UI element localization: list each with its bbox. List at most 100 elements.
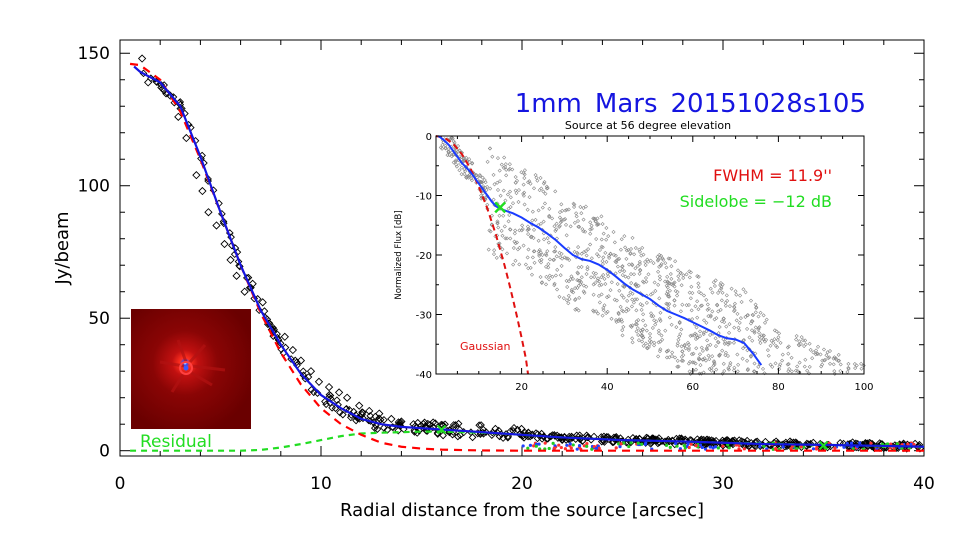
noise-point <box>708 445 712 449</box>
inset-data-point <box>657 274 662 279</box>
inset-data-point <box>837 358 842 363</box>
inset-data-point <box>588 227 593 232</box>
inset-data-point <box>624 309 629 314</box>
inset-data-point <box>696 274 701 279</box>
inset-data-point <box>596 254 601 259</box>
inset-data-point <box>521 182 526 187</box>
inset-y-tick-label: -10 <box>416 192 432 203</box>
inset-data-point <box>700 348 705 353</box>
fwhm-label: FWHM = 11.9'' <box>713 166 832 185</box>
inset-data-point <box>579 211 584 216</box>
inset-data-point <box>580 227 585 232</box>
main-tick-labels: 0 10 20 30 40 0 50 100 150 <box>78 44 935 494</box>
inset-data-point <box>525 228 530 233</box>
inset-data-point <box>722 320 727 325</box>
inset-data-point <box>532 249 537 254</box>
inset-data-point <box>797 339 802 344</box>
inset-data-point <box>675 364 680 369</box>
inset-data-point <box>555 267 560 272</box>
inset-data-point <box>721 361 726 366</box>
inset-data-point <box>617 256 622 261</box>
inset-data-point <box>665 274 670 279</box>
inset-data-point <box>616 310 621 315</box>
residual-label: Residual <box>140 432 212 452</box>
inset-data-point <box>538 175 543 180</box>
inset-data-point <box>538 250 543 255</box>
inset-data-point <box>625 298 630 303</box>
inset-data-point <box>813 352 818 357</box>
inset-data-point <box>705 307 710 312</box>
inset-data-point <box>759 333 764 338</box>
inset-data-point <box>838 362 843 367</box>
inset-data-point <box>832 371 837 376</box>
noise-point <box>618 445 622 449</box>
inset-data-point <box>572 220 577 225</box>
inset-data-point <box>732 308 737 313</box>
inset-data-point <box>473 173 478 178</box>
inset-data-point <box>672 280 677 285</box>
inset-data-point <box>456 149 461 154</box>
inset-data-point <box>508 195 513 200</box>
inset-data-point <box>637 249 643 254</box>
inset-data-point <box>777 364 782 369</box>
inset-data-point <box>688 270 693 275</box>
inset-data-point <box>701 330 706 335</box>
inset-data-point <box>504 173 509 178</box>
inset-data-point <box>794 337 799 342</box>
inset-data-point <box>669 354 675 359</box>
inset-data-point <box>602 303 607 308</box>
inset-data-point <box>546 265 551 270</box>
inset-data-point <box>537 188 542 193</box>
inset-data-point <box>666 256 671 261</box>
data-point <box>333 396 341 405</box>
data-point <box>649 434 658 443</box>
inset-data-point <box>724 293 729 298</box>
inset-data-point <box>693 336 698 341</box>
data-point <box>220 239 229 249</box>
inset-data-point <box>704 346 709 351</box>
inset-data-point <box>690 317 695 322</box>
inset-data-point <box>677 334 682 339</box>
inset-data-point <box>525 255 530 260</box>
data-point <box>232 271 241 280</box>
inset-data-point <box>748 321 753 326</box>
inset-data-point <box>617 317 622 322</box>
data-point <box>454 419 463 428</box>
inset-data-point <box>708 314 713 319</box>
data-point <box>235 262 244 271</box>
inset-data-point <box>648 292 653 297</box>
inset-data-point <box>679 344 684 349</box>
inset-data-point <box>555 287 560 292</box>
inset-data-point <box>569 287 574 292</box>
x-tick-label: 20 <box>511 474 533 494</box>
inset-data-point <box>727 340 732 345</box>
inset-data-point <box>516 199 521 204</box>
inset-data-point <box>543 251 548 256</box>
inset-data-point <box>693 361 698 366</box>
inset-data-point <box>687 369 692 374</box>
data-point <box>352 416 360 425</box>
inset-data-point <box>585 265 590 270</box>
noise-point <box>742 447 746 451</box>
inset-data-point <box>597 283 602 288</box>
data-point <box>420 418 429 427</box>
inset-data-point <box>627 262 632 267</box>
inset-data-point <box>684 272 689 277</box>
inset-data-point <box>601 272 606 278</box>
inset-data-point <box>727 304 732 309</box>
inset-data-point <box>620 264 625 269</box>
inset-data-point <box>497 179 503 184</box>
data-point <box>488 428 497 437</box>
inset-data-point <box>652 343 657 348</box>
noise-point <box>694 444 698 448</box>
noise-point <box>565 443 569 447</box>
inset-data-point <box>725 298 730 303</box>
data-point <box>431 419 440 428</box>
inset-data-point <box>718 281 723 286</box>
inset-data-point <box>753 325 758 330</box>
inset-data-point <box>485 184 490 189</box>
inset-data-point <box>605 295 610 300</box>
inset-data-point <box>780 358 785 363</box>
data-point <box>359 414 367 423</box>
inset-data-point <box>675 268 681 273</box>
